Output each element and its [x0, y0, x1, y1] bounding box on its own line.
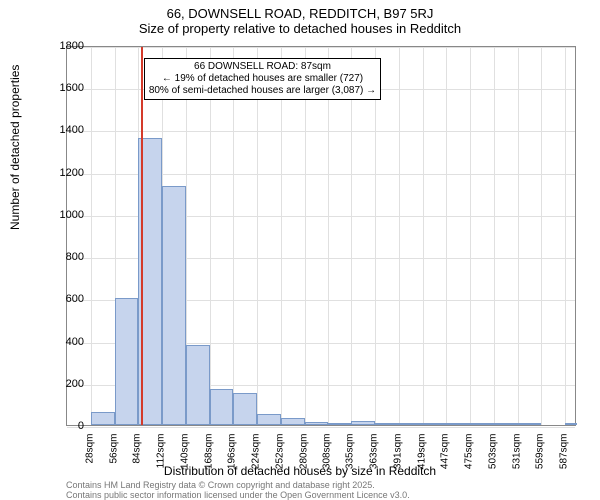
x-tick-label: 363sqm: [369, 434, 380, 484]
x-tick-label: 308sqm: [322, 434, 333, 484]
gridline-h: [67, 131, 575, 132]
gridline-v: [399, 47, 400, 425]
histogram-bar: [565, 423, 577, 425]
histogram-bar: [399, 423, 423, 425]
x-tick-label: 587sqm: [559, 434, 570, 484]
histogram-bar: [281, 418, 305, 425]
x-tick-label: 140sqm: [179, 434, 190, 484]
histogram-bar: [375, 423, 399, 425]
histogram-bar: [115, 298, 139, 425]
histogram-bar: [518, 423, 542, 425]
x-tick-label: 503sqm: [487, 434, 498, 484]
gridline-v: [91, 47, 92, 425]
y-tick-label: 1000: [44, 209, 84, 221]
histogram-bar: [91, 412, 115, 425]
histogram-bar: [423, 423, 447, 425]
histogram-bar: [186, 345, 210, 425]
x-tick-label: 112sqm: [156, 434, 167, 484]
x-tick-label: 252sqm: [274, 434, 285, 484]
x-tick-label: 391sqm: [392, 434, 403, 484]
gridline-v: [257, 47, 258, 425]
gridline-v: [541, 47, 542, 425]
gridline-v: [210, 47, 211, 425]
chart-area: 66 DOWNSELL ROAD: 87sqm← 19% of detached…: [66, 46, 576, 426]
gridline-v: [281, 47, 282, 425]
x-tick-label: 196sqm: [227, 434, 238, 484]
gridline-h: [67, 47, 575, 48]
histogram-bar: [233, 393, 257, 425]
y-tick-label: 0: [44, 420, 84, 432]
histogram-bar: [470, 423, 494, 425]
x-tick-label: 531sqm: [511, 434, 522, 484]
x-tick-label: 168sqm: [203, 434, 214, 484]
y-tick-label: 800: [44, 251, 84, 263]
gridline-v: [565, 47, 566, 425]
histogram-bar: [446, 423, 470, 425]
x-tick-label: 56sqm: [108, 434, 119, 484]
histogram-bar: [257, 414, 281, 425]
plot-area: 66 DOWNSELL ROAD: 87sqm← 19% of detached…: [66, 46, 576, 426]
y-tick-label: 1200: [44, 167, 84, 179]
gridline-v: [375, 47, 376, 425]
histogram-bar: [162, 186, 186, 425]
y-axis-label: Number of detached properties: [8, 65, 22, 230]
gridline-v: [305, 47, 306, 425]
x-tick-label: 419sqm: [416, 434, 427, 484]
property-annotation: 66 DOWNSELL ROAD: 87sqm← 19% of detached…: [144, 58, 381, 100]
annotation-line3: 80% of semi-detached houses are larger (…: [149, 85, 376, 97]
property-marker-line: [141, 47, 143, 425]
x-tick-label: 447sqm: [440, 434, 451, 484]
x-tick-label: 224sqm: [251, 434, 262, 484]
gridline-v: [518, 47, 519, 425]
x-tick-label: 475sqm: [464, 434, 475, 484]
y-tick-label: 1800: [44, 40, 84, 52]
y-tick-label: 400: [44, 336, 84, 348]
x-tick-label: 335sqm: [345, 434, 356, 484]
x-tick-label: 280sqm: [298, 434, 309, 484]
chart-title-block: 66, DOWNSELL ROAD, REDDITCH, B97 5RJ Siz…: [0, 0, 600, 36]
x-tick-label: 559sqm: [535, 434, 546, 484]
histogram-bar: [210, 389, 234, 425]
gridline-v: [233, 47, 234, 425]
gridline-h: [67, 427, 575, 428]
y-tick-label: 1400: [44, 124, 84, 136]
annotation-line2: ← 19% of detached houses are smaller (72…: [149, 73, 376, 85]
gridline-v: [328, 47, 329, 425]
gridline-v: [494, 47, 495, 425]
gridline-v: [446, 47, 447, 425]
footer-copyright-2: Contains public sector information licen…: [66, 490, 410, 500]
gridline-v: [470, 47, 471, 425]
histogram-bar: [328, 423, 351, 425]
gridline-v: [351, 47, 352, 425]
title-subtitle: Size of property relative to detached ho…: [0, 21, 600, 36]
y-tick-label: 1600: [44, 82, 84, 94]
annotation-line1: 66 DOWNSELL ROAD: 87sqm: [149, 61, 376, 73]
histogram-bar: [305, 422, 329, 425]
histogram-bar: [351, 421, 375, 425]
histogram-bar: [494, 423, 518, 425]
x-tick-label: 28sqm: [84, 434, 95, 484]
y-tick-label: 200: [44, 378, 84, 390]
x-tick-label: 84sqm: [132, 434, 143, 484]
title-address: 66, DOWNSELL ROAD, REDDITCH, B97 5RJ: [0, 6, 600, 21]
gridline-v: [423, 47, 424, 425]
y-tick-label: 600: [44, 293, 84, 305]
